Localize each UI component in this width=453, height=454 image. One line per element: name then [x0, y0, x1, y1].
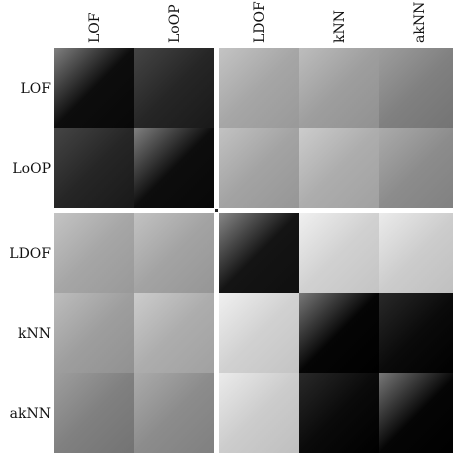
heatmap-cell-ldof-aknn [379, 213, 453, 293]
heatmap-cell-knn-knn [299, 293, 379, 373]
heatmap-cell-ldof-lof [54, 213, 134, 293]
heatmap-cell-lof-lof [54, 48, 134, 128]
y-tick-label-ldof: LDOF [9, 246, 51, 262]
heatmap-cell-knn-aknn [379, 293, 453, 373]
heatmap-cell-knn-ldof [219, 293, 299, 373]
vertical-separator [214, 48, 219, 453]
heatmap-cell-aknn-ldof [219, 373, 299, 453]
heatmap-cell-lof-aknn [379, 48, 453, 128]
y-tick-label-aknn: akNN [10, 406, 51, 422]
heatmap-cell-lof-knn [299, 48, 379, 128]
heatmap-cell-lof-loop [134, 48, 214, 128]
y-tick-label-lof: LOF [21, 81, 52, 97]
x-tick-label-lof: LOF [87, 12, 103, 43]
heatmap-cell-knn-loop [134, 293, 214, 373]
horizontal-separator [54, 208, 453, 213]
heatmap-cell-ldof-knn [299, 213, 379, 293]
y-tick-label-loop: LoOP [12, 161, 51, 177]
heatmap-cell-knn-lof [54, 293, 134, 373]
heatmap-cell-loop-loop [134, 128, 214, 208]
heatmap-cell-aknn-knn [299, 373, 379, 453]
heatmap-cell-loop-aknn [379, 128, 453, 208]
heatmap-cell-ldof-ldof [219, 213, 299, 293]
heatmap-cell-lof-ldof [219, 48, 299, 128]
x-tick-label-aknn: akNN [412, 2, 428, 43]
heatmap-cell-loop-knn [299, 128, 379, 208]
heatmap-cell-aknn-lof [54, 373, 134, 453]
heatmap-cell-aknn-loop [134, 373, 214, 453]
heatmap-cell-ldof-loop [134, 213, 214, 293]
separator-crossing-mark [215, 209, 218, 212]
x-tick-label-ldof: LDOF [252, 1, 268, 43]
y-tick-label-knn: kNN [18, 326, 51, 342]
x-tick-label-loop: LoOP [167, 4, 183, 43]
heatmap-cell-aknn-aknn [379, 373, 453, 453]
heatmap-cell-loop-ldof [219, 128, 299, 208]
heatmap-cell-loop-lof [54, 128, 134, 208]
x-tick-label-knn: kNN [332, 10, 348, 43]
